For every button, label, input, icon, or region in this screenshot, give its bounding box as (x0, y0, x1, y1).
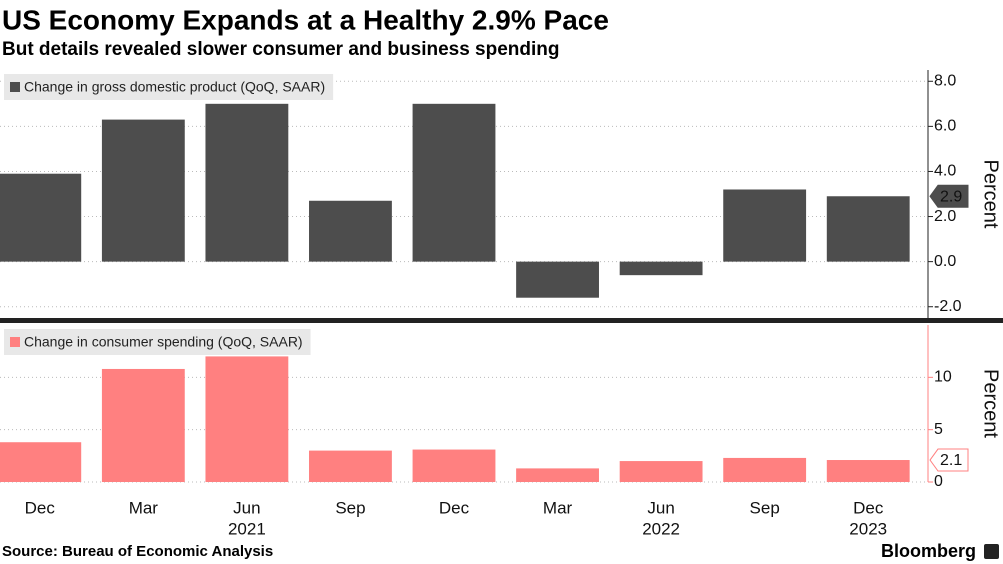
bar (723, 189, 807, 262)
bar (0, 173, 82, 262)
bar (412, 103, 496, 262)
x-year-label: 2023 (849, 519, 887, 538)
value-tag-label: 2.9 (940, 188, 962, 205)
legend-box (4, 74, 334, 100)
bar (516, 261, 599, 298)
y-tick-label: 5 (934, 421, 943, 438)
bar (723, 457, 807, 482)
bar (0, 442, 82, 482)
y-tick-label: 10 (934, 369, 952, 386)
bar (619, 461, 703, 482)
chart-title: US Economy Expands at a Healthy 2.9% Pac… (2, 4, 609, 35)
bar (619, 261, 703, 276)
y-tick-label: 0.0 (934, 253, 956, 270)
x-tick-label: Mar (129, 498, 159, 517)
value-tag-label: 2.1 (940, 452, 962, 469)
x-tick-label: Sep (750, 498, 780, 517)
panel-divider (0, 318, 1003, 323)
source-note: Source: Bureau of Economic Analysis (2, 543, 273, 560)
legend-swatch (10, 337, 20, 347)
x-tick-label: Sep (335, 498, 365, 517)
legend-label: Change in gross domestic product (QoQ, S… (24, 79, 325, 95)
legend-swatch (10, 82, 20, 92)
x-tick-label: Dec (853, 498, 884, 517)
legend-box (4, 329, 311, 355)
y-tick-label: 6.0 (934, 118, 956, 135)
bar (516, 468, 599, 482)
x-year-label: 2022 (642, 519, 680, 538)
brand-icon (984, 544, 999, 559)
value-tag (929, 184, 969, 208)
bar (826, 196, 910, 262)
legend-label: Change in consumer spending (QoQ, SAAR) (24, 334, 303, 350)
x-year-label: 2021 (228, 519, 266, 538)
x-tick-label: Jun (647, 498, 674, 517)
y-tick-label: 2.0 (934, 208, 956, 225)
bar (205, 103, 289, 262)
y-tick-label: 8.0 (934, 72, 956, 89)
chart-subtitle: But details revealed slower consumer and… (2, 39, 560, 60)
bar (101, 119, 185, 262)
x-tick-label: Dec (25, 498, 56, 517)
bar (826, 460, 910, 482)
x-tick-label: Jun (233, 498, 260, 517)
x-tick-label: Dec (439, 498, 470, 517)
x-tick-label: Mar (543, 498, 573, 517)
brand: Bloomberg (881, 541, 976, 561)
bar (101, 368, 185, 482)
value-tag (929, 448, 969, 472)
y-tick-label: 0 (934, 473, 943, 490)
bar (412, 449, 496, 482)
y-tick-label: -2.0 (934, 298, 962, 315)
bar (309, 450, 392, 482)
y-axis-title: Percent (980, 369, 1002, 438)
y-tick-label: 4.0 (934, 163, 956, 180)
bar (309, 200, 392, 262)
y-axis-title: Percent (980, 160, 1002, 229)
bar (205, 356, 289, 482)
